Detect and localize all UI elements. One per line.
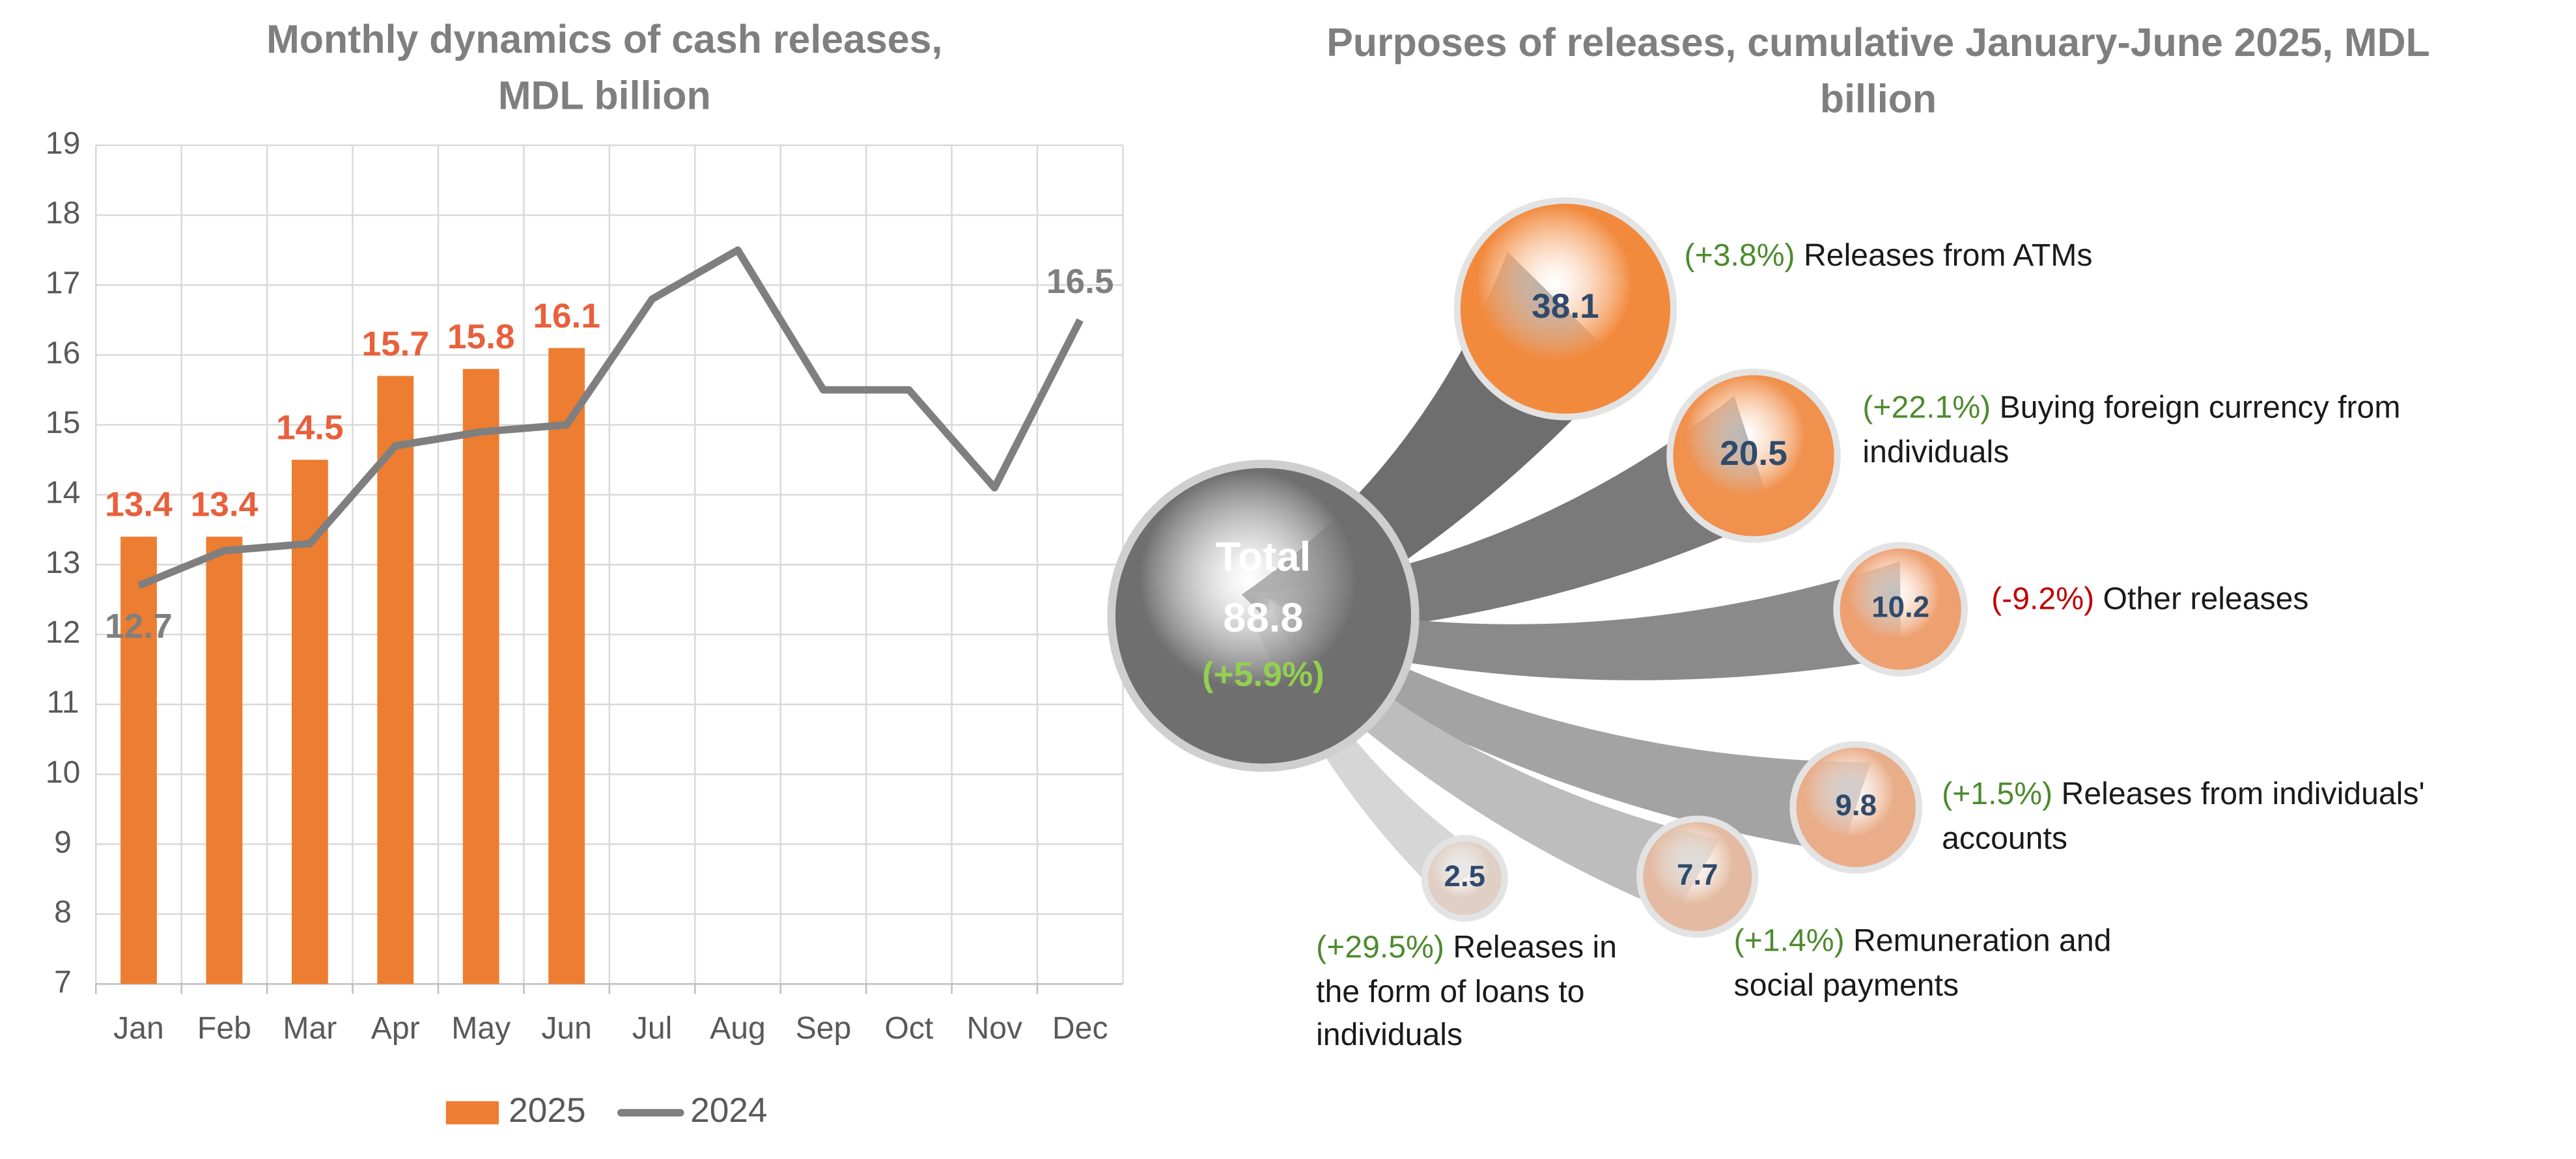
bubble-label-box: (+1.4%) Remuneration and social payments (1734, 921, 2114, 1009)
bar-value-label: 14.5 (276, 409, 344, 447)
bubble-value: 9.8 (1836, 789, 1877, 822)
bubble (1636, 815, 1759, 938)
change-label: (+3.8%) (1684, 239, 1795, 274)
bar-value-label: 15.8 (447, 318, 515, 356)
connector (1254, 609, 1489, 897)
bar-value-label: 13.4 (191, 486, 259, 524)
y-tick-label: 10 (46, 755, 81, 790)
total-change: (+5.9%) (1202, 656, 1324, 694)
x-tick-label: Jul (632, 1011, 673, 1046)
bubble-label-box: (-9.2%) Other releases (1991, 580, 2536, 623)
x-tick-label: Jan (113, 1011, 164, 1046)
y-tick-label: 19 (46, 126, 81, 161)
bubble-label: (+29.5%) Releases in the form of loans t… (1316, 928, 1646, 1059)
y-tick-label: 16 (46, 335, 81, 370)
change-label: (+1.4%) (1733, 924, 1845, 960)
chart-title-box: Monthly dynamics of cash releases, MDL b… (231, 13, 977, 124)
y-tick-label: 8 (54, 895, 72, 930)
chart-title: Monthly dynamics of cash releases, MDL b… (231, 13, 977, 124)
bubble (1833, 542, 1968, 677)
total-label: Total (1216, 534, 1311, 580)
y-tick-label: 17 (46, 266, 81, 301)
legend-label: 2025 (509, 1091, 585, 1130)
bar-value-label: 13.4 (105, 486, 173, 524)
bubble-value: 7.7 (1677, 858, 1718, 891)
bar (462, 369, 499, 984)
line-value-label: 16.5 (1046, 262, 1114, 301)
x-tick-label: Feb (197, 1011, 251, 1046)
legend-label: 2024 (690, 1091, 767, 1130)
bar-value-label: 16.1 (533, 297, 600, 335)
x-tick-label: Dec (1052, 1011, 1108, 1046)
change-label: (-9.2%) (1991, 583, 2095, 618)
bubble-label-box: (+3.8%) Releases from ATMs (1685, 236, 2378, 280)
y-tick-label: 12 (46, 615, 81, 650)
bubble-label-box: (+29.5%) Releases in the form of loans t… (1316, 928, 1646, 1059)
bubble-value: 20.5 (1720, 434, 1787, 473)
x-tick-label: Oct (884, 1011, 934, 1046)
x-tick-label: Sep (796, 1011, 852, 1046)
bubble (1666, 369, 1841, 543)
category-label: Releases from individuals' accounts (1942, 777, 2425, 856)
y-tick-label: 18 (46, 195, 81, 230)
bubble (1421, 835, 1508, 922)
y-tick-label: 7 (54, 964, 72, 999)
category-label: Remuneration and social payments (1733, 924, 2112, 1003)
y-tick-label: 15 (46, 405, 81, 440)
bar (206, 537, 243, 984)
line-value-label: 12.7 (105, 607, 173, 645)
change-label: (+1.5%) (1942, 777, 2053, 813)
x-tick-label: Jun (541, 1011, 592, 1046)
bubble (1453, 197, 1677, 421)
total-bubble (1107, 460, 1420, 772)
chart-title: Purposes of releases, cumulative January… (1272, 16, 2485, 127)
bar (377, 376, 414, 984)
line-series (137, 246, 1084, 589)
x-tick-label: Mar (283, 1011, 337, 1046)
category-label: Releases in the form of loans to individ… (1316, 931, 1617, 1054)
chart-title-text: Purposes of releases, cumulative January… (1326, 21, 2430, 122)
y-tick-label: 13 (46, 545, 81, 580)
category-label: Releases from ATMs (1803, 239, 2093, 274)
bar (548, 348, 585, 984)
change-label: (+29.5%) (1316, 931, 1444, 966)
category-label: Buying foreign currency from individuals (1862, 391, 2401, 470)
bar (120, 537, 157, 984)
legend-swatch (445, 1101, 499, 1124)
connector (1255, 602, 1720, 914)
total-value: 88.8 (1223, 595, 1303, 641)
bubble-label-box: (+1.5%) Releases from individuals' accou… (1942, 774, 2487, 862)
category-label: Other releases (2103, 583, 2309, 618)
x-tick-label: Aug (710, 1011, 766, 1046)
bar-value-label: 15.7 (361, 325, 429, 363)
x-tick-label: May (451, 1011, 511, 1046)
x-tick-label: Apr (371, 1011, 420, 1046)
bubble-label: (+1.5%) Releases from individuals' accou… (1942, 774, 2487, 862)
connector (1257, 598, 1871, 852)
chart-title-text: Monthly dynamics of cash releases, MDL b… (266, 18, 943, 119)
bubble-value: 2.5 (1444, 859, 1485, 893)
bubble-value: 38.1 (1532, 287, 1599, 326)
y-tick-label: 14 (46, 475, 81, 510)
bubble-value: 10.2 (1871, 591, 1929, 624)
bubble (1789, 741, 1923, 874)
bubble-label-box: (+22.1%) Buying foreign currency from in… (1862, 388, 2473, 476)
change-label: (+22.1%) (1862, 391, 1991, 426)
bubble-label: (+1.4%) Remuneration and social payments (1734, 921, 2114, 1009)
bubble-label: (-9.2%) Other releases (1991, 580, 2536, 623)
x-tick-label: Nov (966, 1011, 1022, 1046)
connector (1263, 561, 1901, 680)
chart-title-box: Purposes of releases, cumulative January… (1272, 16, 2485, 127)
y-tick-label: 11 (47, 685, 79, 720)
y-tick-label: 9 (54, 824, 72, 859)
bubble-label: (+22.1%) Buying foreign currency from in… (1862, 388, 2473, 476)
bubble-label: (+3.8%) Releases from ATMs (1685, 236, 2378, 280)
